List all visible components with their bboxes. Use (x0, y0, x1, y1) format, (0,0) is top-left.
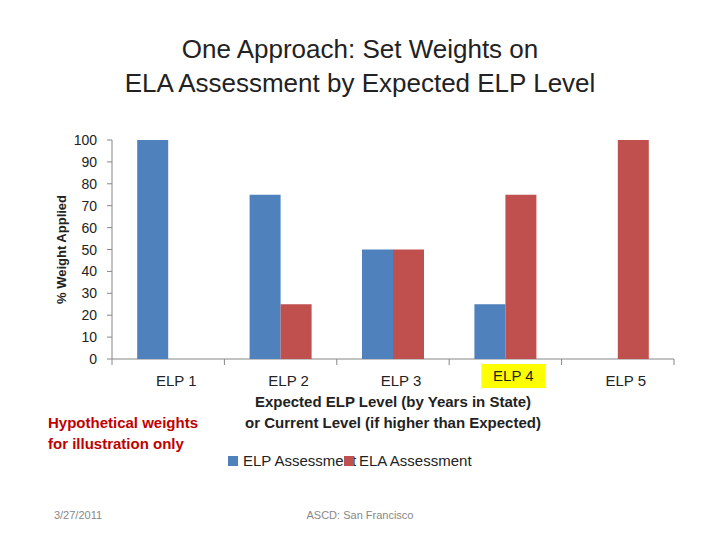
x-tick (561, 359, 562, 365)
bar (618, 140, 649, 359)
y-tick-label: 20 (81, 307, 97, 323)
y-tick (107, 227, 112, 228)
y-tick (107, 249, 112, 250)
bar (505, 195, 536, 359)
x-axis-label-line: Expected ELP Level (by Years in State) (255, 393, 531, 410)
bar (393, 250, 424, 360)
y-tick (107, 315, 112, 316)
bar (168, 359, 199, 360)
y-tick-label: 30 (81, 285, 97, 301)
x-tick (449, 359, 450, 365)
y-tick (107, 140, 112, 141)
y-tick-label: 100 (74, 132, 98, 148)
footer-text: ASCD: San Francisco (307, 509, 414, 521)
y-tick-label: 90 (81, 154, 97, 170)
title: One Approach: Set Weights on ELA Assessme… (125, 34, 596, 98)
bar (137, 140, 168, 359)
bars (137, 140, 649, 359)
y-tick (107, 183, 112, 184)
x-tick (336, 359, 337, 365)
bar (587, 359, 618, 360)
note: Hypothetical weights for illustration onl… (48, 414, 198, 452)
note-line: for illustration only (48, 435, 184, 452)
x-tick-label: ELP 3 (381, 372, 422, 389)
bar (281, 304, 312, 359)
y-tick-label: 10 (81, 329, 97, 345)
title-line: One Approach: Set Weights on (182, 34, 539, 64)
legend-key (228, 456, 238, 466)
x-tick-label: ELP 5 (606, 372, 647, 389)
chart: One Approach: Set Weights on ELA Assessme… (0, 0, 720, 540)
x-tick (224, 359, 225, 365)
y-axis-label: % Weight Applied (54, 195, 69, 304)
legend-key (344, 456, 354, 466)
bar (474, 304, 505, 359)
y-tick-label: 80 (81, 176, 97, 192)
highlight (481, 364, 545, 388)
y-tick (107, 359, 112, 360)
y-tick-label: 70 (81, 198, 97, 214)
y-tick-label: 50 (81, 242, 97, 258)
x-tick (674, 359, 675, 365)
note-line: Hypothetical weights (48, 414, 198, 431)
x-axis-label-line: or Current Level (if higher than Expecte… (245, 414, 541, 431)
y-tick (107, 205, 112, 206)
y-tick (107, 337, 112, 338)
background (0, 0, 720, 540)
footer-date: 3/27/2011 (54, 509, 102, 521)
x-tick (112, 359, 113, 365)
bar (250, 195, 281, 359)
y-tick-label: 60 (81, 220, 97, 236)
y-tick-label: 0 (89, 351, 97, 367)
y-tick (107, 161, 112, 162)
legend-label: ELA Assessment (359, 452, 472, 469)
y-tick (107, 271, 112, 272)
y-tick-label: 40 (81, 263, 97, 279)
legend-label: ELP Assessment (243, 452, 357, 469)
y-tick (107, 293, 112, 294)
x-tick-label: ELP 2 (268, 372, 309, 389)
bar (362, 250, 393, 360)
x-tick-label: ELP 4 (493, 367, 534, 384)
x-tick-label: ELP 1 (156, 372, 197, 389)
x-axis-label: Expected ELP Level (by Years in State) or… (245, 393, 541, 431)
title-line: ELA Assessment by Expected ELP Level (125, 68, 596, 98)
